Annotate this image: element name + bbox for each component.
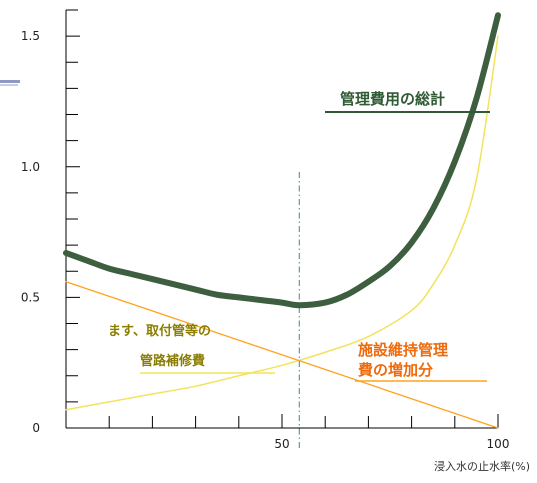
annotation-repair-line2: 管路補修費 — [140, 353, 205, 369]
x-tick-label: 50 — [274, 437, 289, 451]
corner-decoration — [0, 80, 20, 83]
corner-decoration-shadow — [0, 84, 18, 86]
x-axis-title: 浸入水の止水率(%) — [434, 459, 530, 473]
y-tick-label: 1.5 — [21, 29, 40, 43]
y-tick-label: 0.5 — [21, 290, 40, 304]
ticks-group: 0 0.5 1.0 1.5 50 100 — [21, 9, 510, 451]
x-tick-label: 100 — [487, 437, 510, 451]
annotation-maint-line2: 費の増加分 — [358, 361, 433, 379]
series-repair-cost-line — [65, 281, 499, 429]
y-tick-label: 1.0 — [21, 160, 40, 174]
y-tick-label: 0 — [32, 421, 40, 435]
decor-group — [0, 80, 20, 86]
series-group — [63, 12, 501, 429]
series-total-cost-line — [63, 12, 501, 309]
annotation-total: 管理費用の総計 — [340, 90, 445, 108]
annotation-repair-line1: ます、取付管等の — [108, 323, 211, 339]
series-maintenance-cost-line — [65, 35, 499, 411]
annotation-maint-line1: 施設維持管理 — [358, 341, 448, 359]
annotation-group: 管理費用の総計 ます、取付管等の 管路補修費 施設維持管理 費の増加分 — [108, 90, 490, 382]
